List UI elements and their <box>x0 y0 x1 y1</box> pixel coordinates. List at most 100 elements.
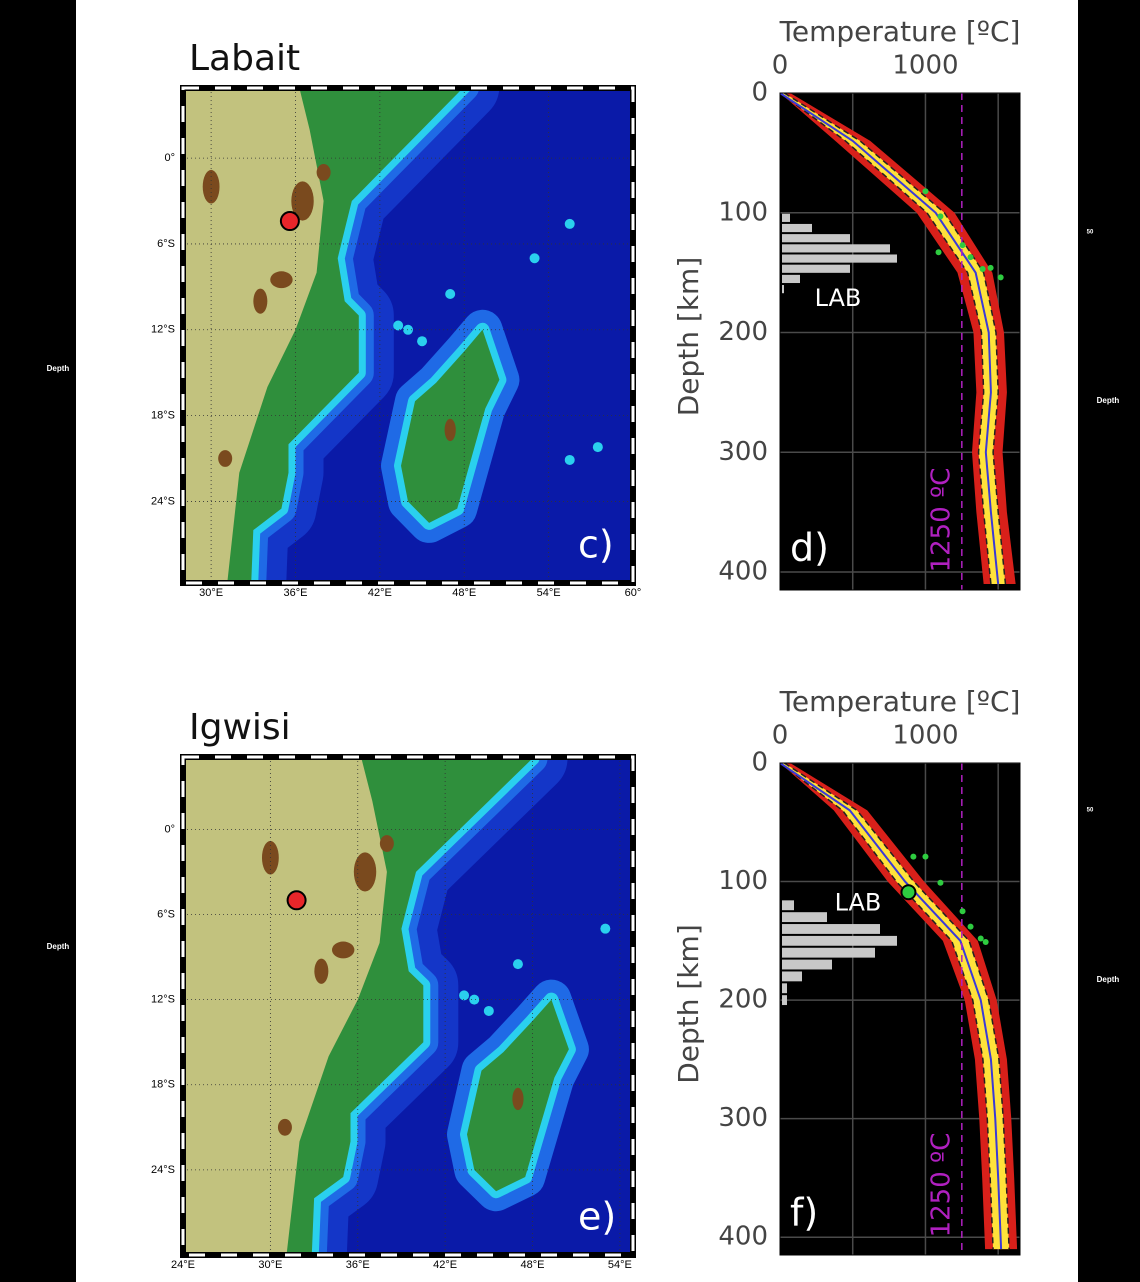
site-marker <box>279 211 300 232</box>
margin-text: Depth <box>47 942 70 951</box>
lab-histogram-bar <box>782 959 832 970</box>
y-tick-label: 300 <box>718 437 768 467</box>
uncertainty-core <box>780 763 1010 1250</box>
xenolith-point <box>979 266 986 273</box>
mountain <box>331 941 355 959</box>
lab-histogram-bar <box>782 244 890 253</box>
xenolith-point <box>937 879 944 886</box>
y-tick-label: 0° <box>164 823 175 835</box>
site-marker <box>286 890 307 911</box>
mountain <box>379 835 394 852</box>
y-tick-label: 200 <box>718 985 768 1015</box>
frame-dash <box>181 755 635 1257</box>
chart-title: Igwisi <box>189 707 291 748</box>
island <box>600 923 611 934</box>
island <box>445 289 456 300</box>
y-axis-title: Depth [km] <box>672 924 705 1084</box>
x-tick-label: 54°E <box>537 587 561 599</box>
y-tick-label: 0 <box>751 748 768 778</box>
x-tick-label: 24°E <box>171 1259 195 1271</box>
mountain <box>202 169 220 204</box>
mountain <box>314 958 329 984</box>
lab-histogram-bar <box>782 274 800 284</box>
xenolith-point <box>959 908 966 915</box>
y-axis-title: Depth [km] <box>672 257 705 417</box>
mean-geotherm <box>780 763 1003 1250</box>
mountain <box>316 164 331 181</box>
island <box>564 218 575 229</box>
y-tick-label: 200 <box>718 317 768 347</box>
highland <box>183 757 387 1255</box>
y-tick-label: 400 <box>718 557 768 587</box>
mountain <box>291 181 314 221</box>
lab-histogram-bar <box>782 935 897 946</box>
xenolith-point <box>910 853 917 860</box>
chart-title: Labait <box>189 38 300 79</box>
margin-text: 50 <box>1087 230 1094 236</box>
margin-text: Depth <box>47 364 70 373</box>
frame-dash <box>181 86 635 585</box>
x-tick-label: 30°E <box>199 587 223 599</box>
y-tick-label: 400 <box>718 1222 768 1252</box>
x-tick-label: 60° <box>625 587 642 599</box>
x-tick-label: 42°E <box>433 1259 457 1271</box>
x-tick-label: 1000 <box>892 51 958 81</box>
x-axis-title: Temperature [ºC] <box>779 15 1021 48</box>
map-area <box>183 757 633 1255</box>
bound-line <box>780 93 992 585</box>
y-tick-label: 18°S <box>151 410 175 422</box>
island <box>393 320 404 331</box>
map-area <box>183 88 633 583</box>
plot-frame <box>779 92 1021 591</box>
x-tick-label: 42°E <box>368 587 392 599</box>
lab-histogram-bar <box>782 947 875 958</box>
panel-label: e) <box>578 1195 616 1239</box>
y-tick-label: 12°S <box>151 324 175 336</box>
x-tick-label: 54°E <box>608 1259 632 1271</box>
xenolith-point <box>982 939 989 946</box>
island <box>417 336 428 347</box>
xenolith-point <box>959 242 966 249</box>
x-tick-label: 48°E <box>452 587 476 599</box>
island <box>564 454 575 465</box>
y-tick-label: 0 <box>751 78 768 108</box>
xenolith-point <box>967 923 974 930</box>
plot-content <box>780 763 1020 1255</box>
panel-label: d) <box>790 526 829 570</box>
x-axis-title: Temperature [ºC] <box>779 685 1021 718</box>
lab-histogram-bar <box>782 264 850 273</box>
mountain <box>218 450 233 467</box>
lab-histogram-bar <box>782 995 787 1006</box>
highlight-point <box>900 884 917 901</box>
mountain <box>253 288 268 314</box>
x-tick-label: 36°E <box>284 587 308 599</box>
bound-line <box>783 93 1007 585</box>
y-tick-label: 300 <box>718 1103 768 1133</box>
island <box>512 959 523 970</box>
x-tick-label: 1000 <box>892 721 958 751</box>
mountain <box>444 418 456 442</box>
xenolith-point <box>977 935 984 942</box>
island <box>483 1005 494 1016</box>
margin-text: Depth <box>1097 396 1120 405</box>
left-strip <box>0 0 76 1282</box>
island <box>459 990 470 1001</box>
island <box>469 994 480 1005</box>
bound-line <box>783 763 1010 1250</box>
mountain <box>277 1118 292 1136</box>
lab-histogram-bar <box>782 223 812 233</box>
bound-line <box>780 763 994 1250</box>
panel-label: f) <box>790 1191 818 1235</box>
y-tick-label: 12°S <box>151 994 175 1006</box>
lab-histogram-bar <box>782 213 790 222</box>
x-tick-label: 0 <box>772 51 789 81</box>
mountain <box>353 852 377 892</box>
lab-histogram-bar <box>782 971 802 982</box>
island <box>529 253 540 264</box>
lab-histogram-bar <box>782 900 794 911</box>
xenolith-point <box>935 249 942 256</box>
lab-histogram-bar <box>782 254 897 263</box>
x-tick-label: 30°E <box>258 1259 282 1271</box>
y-tick-label: 0° <box>164 152 175 164</box>
